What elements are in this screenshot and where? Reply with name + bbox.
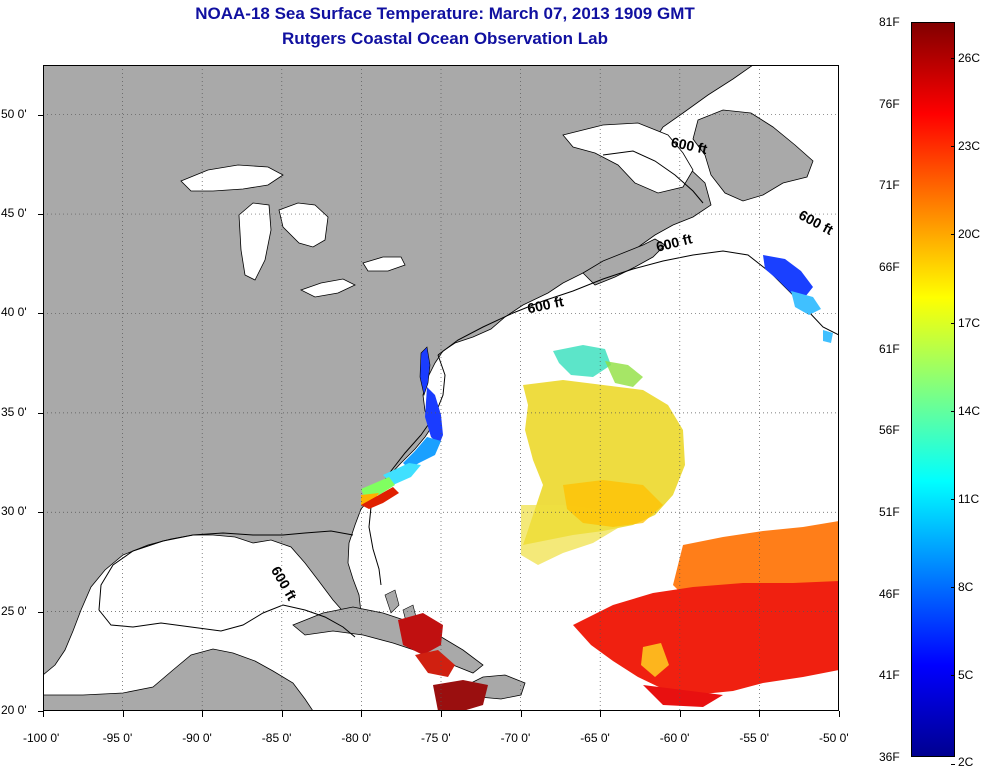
x-tick-label: -90 0' [182, 731, 212, 745]
x-tick-label: -95 0' [102, 731, 133, 745]
y-tick-mark [38, 611, 43, 613]
x-tick-mark [281, 711, 283, 717]
fahrenheit-label: 71F [879, 178, 900, 193]
celsius-label: 11C [958, 491, 980, 506]
celsius-tick [951, 587, 955, 589]
x-tick-mark [679, 711, 681, 717]
x-tick-mark [361, 711, 363, 717]
y-tick-mark [38, 114, 43, 116]
x-tick-mark [441, 711, 442, 717]
fahrenheit-label: 81F [879, 15, 900, 29]
celsius-tick [951, 234, 955, 236]
celsius-tick [951, 410, 955, 412]
land-newfoundland [692, 109, 814, 202]
y-tick-mark [38, 512, 43, 514]
x-tick-mark [122, 711, 124, 717]
y-tick-label: 25 0' [1, 603, 27, 618]
celsius-label: 14C [958, 403, 981, 418]
celsius-tick [951, 675, 955, 677]
sst-gulf-stream-region [521, 345, 685, 565]
y-tick-label: 20 0' [1, 703, 27, 717]
fahrenheit-label: 46F [879, 586, 900, 601]
map-frame [43, 65, 839, 711]
x-tick-label: -80 0' [341, 731, 372, 745]
y-tick-mark [38, 214, 43, 216]
x-tick-label: -85 0' [261, 731, 292, 745]
sst-tropical-region [398, 521, 839, 711]
x-tick-label: -70 0' [500, 731, 531, 745]
celsius-tick [951, 146, 955, 148]
celsius-label: 20C [958, 227, 981, 242]
sst-northeast-patch [763, 255, 833, 343]
map-subtitle: Rutgers Coastal Ocean Observation Lab [282, 29, 608, 48]
contour-label: 600 ft [526, 293, 565, 316]
x-tick-mark [839, 711, 840, 717]
gulf-st-lawrence [562, 122, 694, 194]
x-tick-label: -65 0' [580, 731, 610, 745]
y-tick-mark [38, 412, 43, 414]
x-tick-label: -100 0' [23, 731, 60, 745]
celsius-label: 17C [958, 315, 981, 330]
sst-coastal-band [361, 387, 443, 509]
fahrenheit-label: 66F [879, 260, 900, 274]
map-title: NOAA-18 Sea Surface Temperature: March 0… [195, 4, 695, 23]
x-tick-label: -60 0' [659, 731, 690, 745]
lat-lon-grid [43, 65, 839, 711]
celsius-tick [951, 498, 955, 500]
x-tick-mark [520, 711, 522, 717]
y-tick-label: 30 0' [1, 504, 27, 519]
celsius-label: 5C [958, 668, 974, 683]
celsius-label: 8C [958, 580, 974, 595]
fahrenheit-label: 51F [879, 505, 900, 519]
y-tick-label: 40 0' [1, 305, 27, 320]
colorbar-frame [911, 22, 955, 757]
contour-label: 600 ft [670, 134, 709, 157]
y-tick-mark [38, 711, 43, 712]
fahrenheit-label: 61F [879, 341, 900, 356]
celsius-tick [951, 57, 955, 59]
x-tick-label: -75 0' [421, 731, 451, 745]
x-tick-mark [759, 711, 761, 717]
celsius-tick [951, 322, 955, 324]
chesapeake-bay [419, 346, 431, 397]
land-yucatan [43, 648, 314, 711]
x-tick-label: -50 0' [819, 731, 849, 745]
land-nova-scotia [582, 238, 666, 286]
fahrenheit-label: 41F [879, 668, 900, 683]
y-tick-label: 45 0' [1, 206, 27, 221]
fahrenheit-label: 36F [879, 750, 900, 764]
celsius-tick [951, 763, 955, 765]
fahrenheit-label: 56F [879, 423, 900, 438]
celsius-label: 26C [958, 50, 981, 65]
y-tick-mark [38, 313, 43, 315]
fahrenheit-label: 76F [879, 96, 900, 111]
temperature-colorbar [911, 22, 955, 757]
colorbar-gradient [911, 22, 955, 757]
y-tick-label: 35 0' [1, 404, 27, 419]
x-tick-mark [202, 711, 204, 717]
x-tick-label: -55 0' [739, 731, 770, 745]
x-tick-mark [43, 711, 44, 717]
celsius-label: 2C [958, 755, 974, 769]
y-tick-label: 50 0' [1, 106, 27, 121]
x-tick-mark [600, 711, 602, 717]
celsius-label: 23C [958, 139, 981, 154]
